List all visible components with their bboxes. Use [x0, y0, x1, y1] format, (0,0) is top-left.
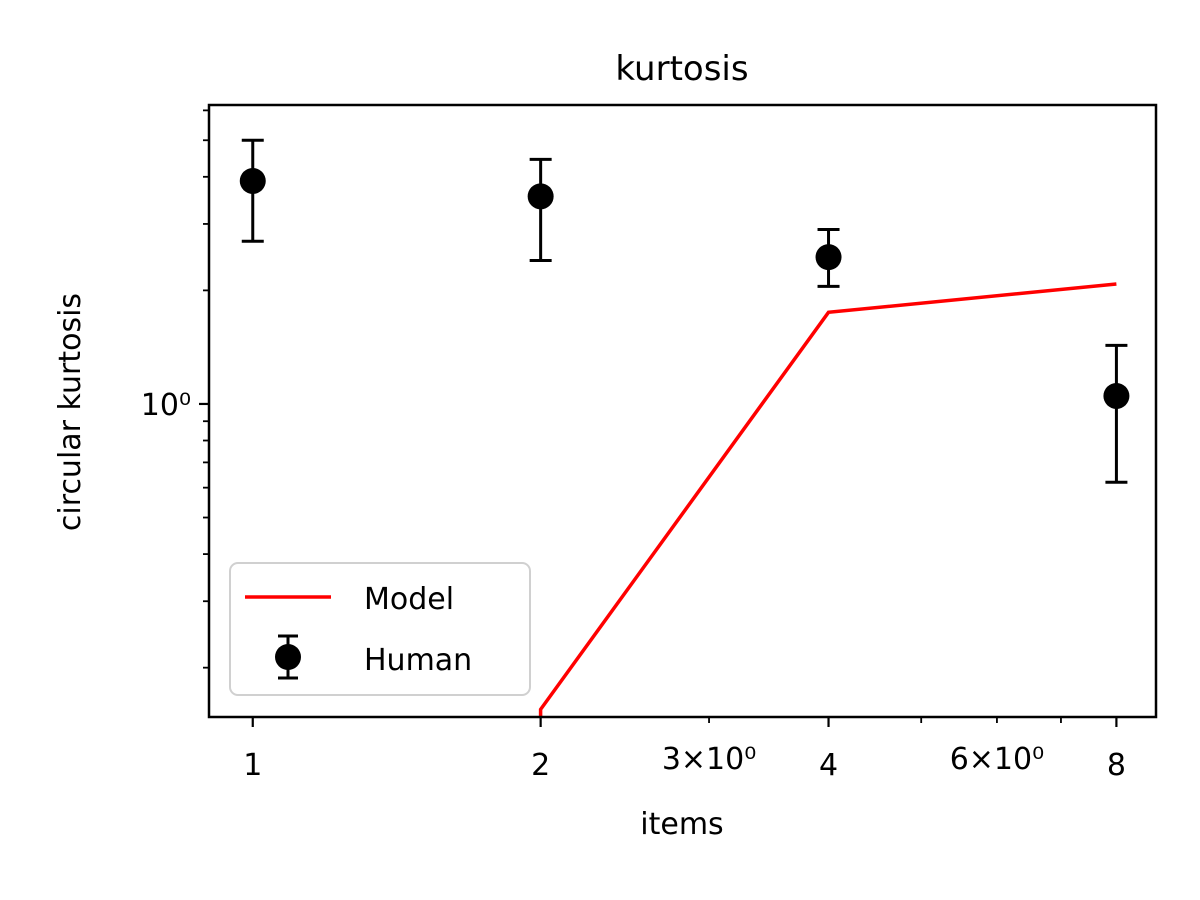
legend-human-label: Human [364, 643, 472, 678]
legend-human-marker [275, 644, 301, 670]
human-point [1103, 382, 1130, 409]
plot-area [239, 138, 1130, 717]
human-point [239, 167, 266, 194]
x-minor-tick-label: 3×10⁰ [662, 742, 756, 777]
x-tick-label: 2 [531, 748, 550, 783]
y-tick-label: 10⁰ [141, 388, 191, 423]
chart-title: kurtosis [615, 49, 748, 89]
axis-ticks: 1 2 4 8 3×10⁰ 6×10⁰ 10⁰ [141, 109, 1126, 783]
human-point [815, 244, 842, 271]
legend-model-label: Model [364, 582, 454, 617]
human-point [527, 183, 554, 210]
x-tick-label: 8 [1107, 748, 1126, 783]
y-axis-label: circular kurtosis [53, 293, 88, 531]
legend: Model Human [229, 562, 531, 696]
x-tick-label: 4 [819, 748, 838, 783]
x-tick-label: 1 [243, 748, 262, 783]
model-line [538, 282, 1117, 717]
x-minor-tick-label: 6×10⁰ [950, 742, 1044, 777]
x-axis-label: items [640, 807, 723, 842]
plot-frame [207, 103, 1158, 719]
